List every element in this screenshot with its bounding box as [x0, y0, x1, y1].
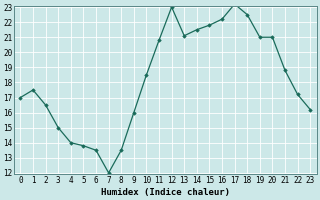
- X-axis label: Humidex (Indice chaleur): Humidex (Indice chaleur): [101, 188, 230, 197]
